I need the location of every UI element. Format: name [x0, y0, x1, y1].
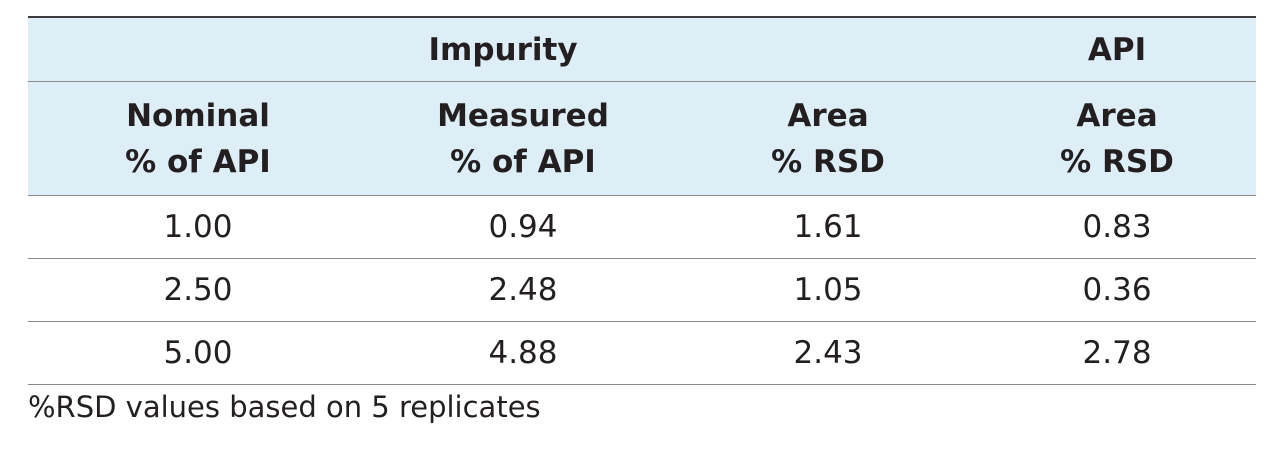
impurity-group-label: Impurity — [428, 31, 578, 68]
column-header-api-area-rsd: Area % RSD — [978, 81, 1257, 196]
table-cell: 1.00 — [28, 195, 368, 259]
table-row: 5.00 4.88 2.43 2.78 — [28, 321, 1257, 385]
table-cell: 4.88 — [368, 321, 678, 385]
group-header-row: Impurity API — [28, 16, 1257, 82]
table-header: Impurity API Nominal % of API Measured %… — [28, 16, 1257, 196]
column-header-line: Nominal — [126, 97, 270, 134]
column-header-row: Nominal % of API Measured % of API Area … — [28, 81, 1257, 196]
column-header-measured: Measured % of API — [368, 81, 678, 196]
column-header-line: % RSD — [771, 143, 885, 180]
column-header-line: % of API — [450, 143, 596, 180]
column-header-line: % RSD — [1060, 143, 1174, 180]
column-header-line: Area — [1076, 97, 1158, 134]
table-cell: 1.05 — [678, 258, 979, 322]
table-cell: 0.94 — [368, 195, 678, 259]
column-header-line: Area — [787, 97, 869, 134]
column-header-nominal: Nominal % of API — [28, 81, 368, 196]
table-cell: 0.36 — [978, 258, 1257, 322]
table-cell: 2.50 — [28, 258, 368, 322]
table-cell: 5.00 — [28, 321, 368, 385]
api-group-label: API — [1087, 31, 1147, 68]
api-group-header: API — [978, 16, 1257, 82]
data-table-container: Impurity API Nominal % of API Measured %… — [28, 16, 1257, 385]
table-row: 2.50 2.48 1.05 0.36 — [28, 258, 1257, 322]
impurity-group-header: Impurity — [28, 16, 979, 82]
table-cell: 2.48 — [368, 258, 678, 322]
table-cell: 1.61 — [678, 195, 979, 259]
table-cell: 2.43 — [678, 321, 979, 385]
table-footnote: %RSD values based on 5 replicates — [28, 390, 541, 424]
table-body: 1.00 0.94 1.61 0.83 2.50 2.48 1.05 0.36 … — [28, 195, 1257, 385]
column-header-impurity-area-rsd: Area % RSD — [678, 81, 979, 196]
table-row: 1.00 0.94 1.61 0.83 — [28, 195, 1257, 259]
column-header-line: Measured — [437, 97, 609, 134]
column-header-line: % of API — [125, 143, 271, 180]
table-cell: 2.78 — [978, 321, 1257, 385]
rsd-table: Impurity API Nominal % of API Measured %… — [28, 16, 1257, 385]
table-cell: 0.83 — [978, 195, 1257, 259]
